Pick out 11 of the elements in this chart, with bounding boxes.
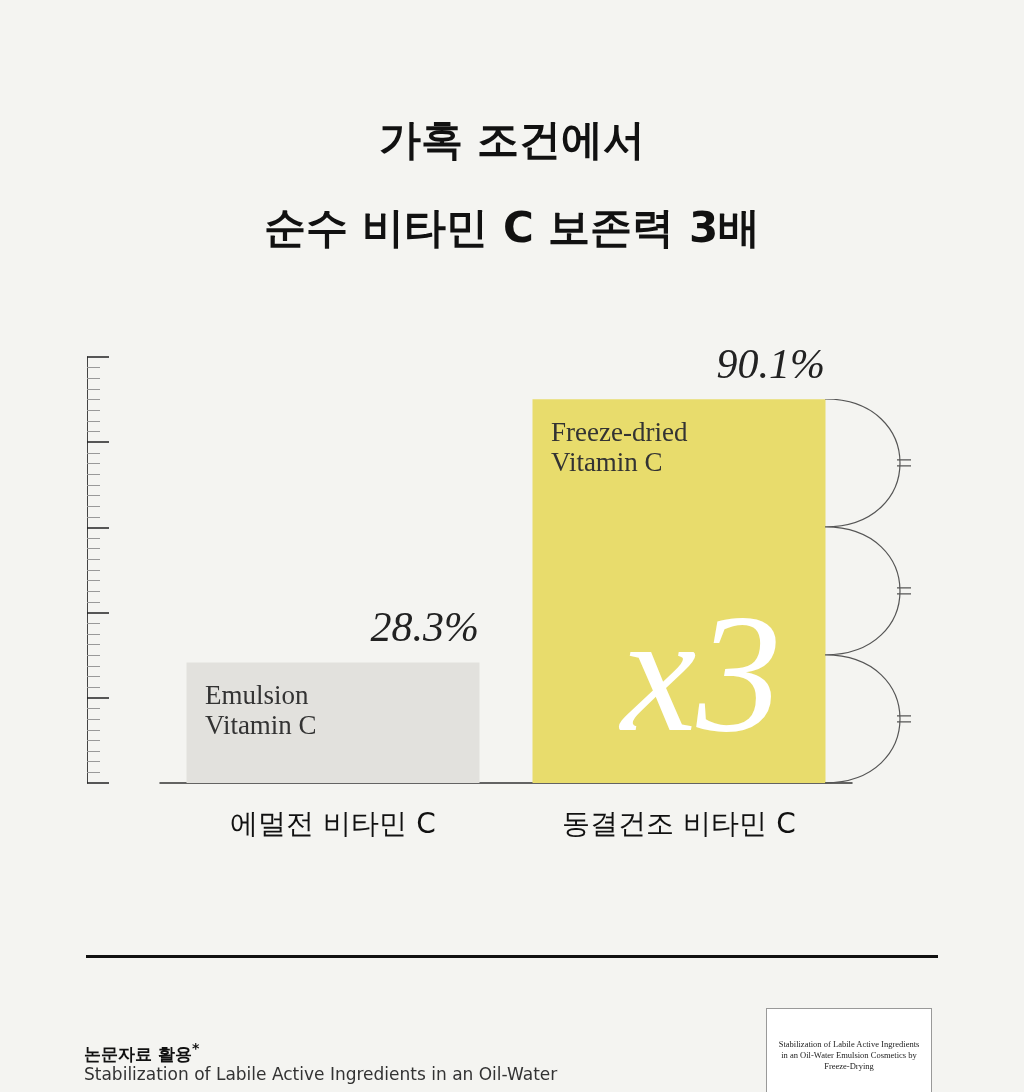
x-tick-label: 동결건조 비타민 C	[562, 806, 796, 840]
chart-title: 가혹 조건에서 순수 비타민 C 보존력 3배	[263, 114, 761, 252]
paper-thumbnail: Stabilization of Labile Active Ingredients in an Oil-Water Emulsion Cosmetics by Freeze-Drying	[766, 1008, 932, 1092]
annotation: x3	[621, 579, 782, 767]
data-label: 90.1%	[716, 341, 825, 388]
text: 논문자료 활용$^{*}$	[84, 1040, 200, 1066]
annotation: Freeze-dried Vitamin C	[551, 417, 688, 478]
text: Stabilization of Labile Active Ingredients in an Oil-Water	[84, 1064, 558, 1084]
data-label: 28.3%	[370, 604, 479, 651]
x-tick-label: 에멀전 비타민 C	[230, 806, 436, 840]
annotation: Emulsion Vitamin C	[205, 680, 317, 741]
